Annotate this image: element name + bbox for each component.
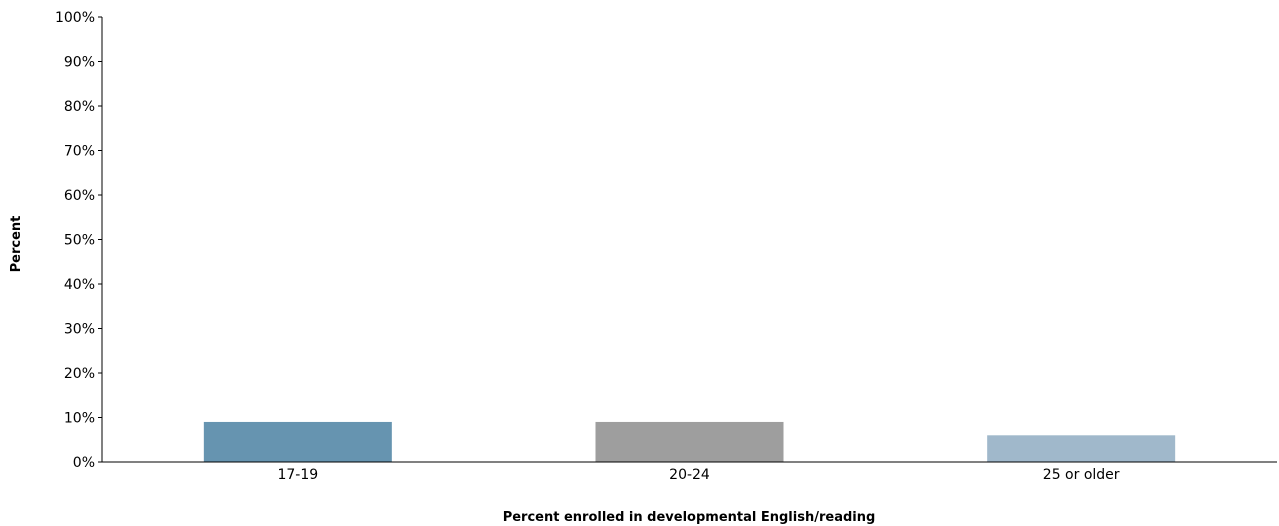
bars-layer (203, 421, 1176, 462)
x-axis-ticks: 17-19 20-24 25 or older (277, 467, 1119, 483)
y-tick-label: 100% (55, 10, 95, 26)
x-tick-label: 20-24 (669, 467, 710, 483)
x-axis-title: Percent enrolled in developmental Englis… (503, 510, 876, 525)
y-tick-label: 60% (64, 188, 95, 204)
y-tick-label: 80% (64, 99, 95, 115)
y-tick-label: 0% (73, 455, 95, 471)
y-axis-title: Percent (9, 216, 24, 273)
y-tick-label: 10% (64, 411, 95, 427)
y-axis-ticks: 0% 10% 20% 30% 40% 50% 60% 70% 80% 90% 100% (55, 10, 102, 471)
bar-1 (203, 421, 392, 462)
y-tick-label: 70% (64, 144, 95, 160)
bar-2 (595, 421, 784, 462)
x-tick-label: 25 or older (1043, 467, 1120, 483)
y-tick-label: 90% (64, 55, 95, 71)
y-tick-label: 40% (64, 277, 95, 293)
x-tick-label: 17-19 (277, 467, 318, 483)
bar-3 (987, 435, 1176, 462)
y-tick-label: 30% (64, 322, 95, 338)
y-tick-label: 50% (64, 233, 95, 249)
y-tick-label: 20% (64, 366, 95, 382)
